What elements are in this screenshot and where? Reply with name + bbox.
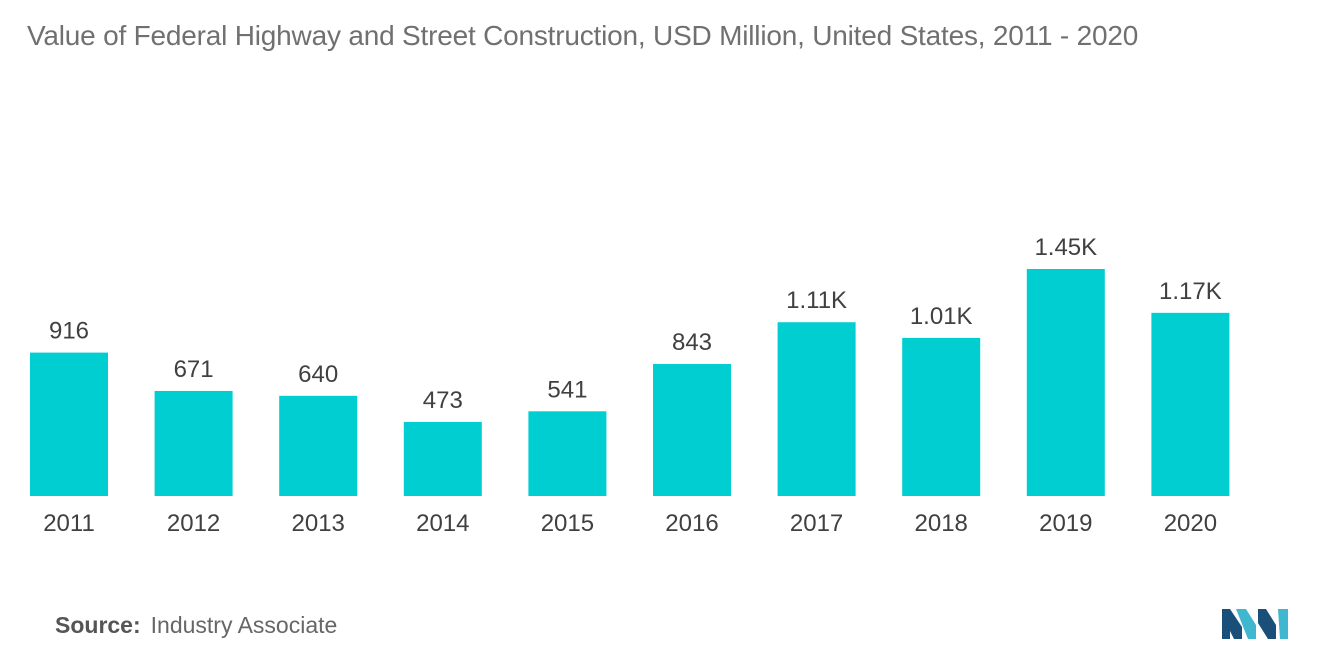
bar-2017 (777, 322, 856, 496)
logo-shape-middle (1236, 609, 1256, 639)
x-tick-label-2018: 2018 (915, 510, 968, 537)
logo-shape-left (1222, 609, 1242, 639)
data-label-2014: 473 (423, 387, 463, 414)
x-tick-label-2019: 2019 (1039, 510, 1092, 537)
x-tick-label-2020: 2020 (1164, 510, 1217, 537)
bar-2014 (403, 421, 482, 496)
data-label-2019: 1.45K (1034, 234, 1097, 261)
data-label-2015: 541 (547, 376, 587, 403)
data-label-2011: 916 (49, 318, 89, 345)
x-tick-label-2011: 2011 (43, 510, 95, 537)
bar-chart: 916 671 640 473 541 843 1.11K 1.01K 1.45K 1.17K 2… (30, 234, 1230, 537)
chart-title: Value of Federal Highway and Street Cons… (27, 20, 1139, 51)
x-tick-label-2015: 2015 (541, 510, 594, 537)
x-axis-tick-labels: 2011 2012 2013 2014 2015 2016 2017 2018 2019 2020 (43, 510, 1217, 537)
bar-2020 (1151, 312, 1230, 496)
bar-2011 (30, 352, 108, 496)
logo-shape-right-b (1278, 609, 1288, 639)
x-tick-label-2013: 2013 (292, 510, 345, 537)
bar-2012 (154, 390, 233, 496)
mordor-intelligence-logo-icon (1222, 609, 1288, 639)
source-note: Source: Industry Associate (55, 612, 337, 639)
data-label-2020: 1.17K (1159, 278, 1222, 305)
bar-2018 (902, 337, 981, 496)
x-tick-label-2016: 2016 (665, 510, 718, 537)
data-label-2012: 671 (174, 356, 214, 383)
bar-2015 (528, 411, 607, 496)
bar-2019 (1026, 269, 1105, 496)
data-label-2016: 843 (672, 329, 712, 356)
logo-shape-right-a (1258, 609, 1276, 639)
x-tick-label-2017: 2017 (790, 510, 843, 537)
data-label-2018: 1.01K (910, 303, 973, 330)
bars-group (30, 269, 1230, 496)
bar-2016 (653, 364, 731, 496)
data-labels-group: 916 671 640 473 541 843 1.11K 1.01K 1.45K 1.17K (49, 234, 1222, 414)
data-label-2013: 640 (298, 361, 338, 388)
source-text: Industry Associate (150, 612, 338, 638)
bar-2013 (279, 395, 358, 496)
x-tick-label-2014: 2014 (416, 510, 469, 537)
data-label-2017: 1.11K (786, 287, 847, 314)
source-label: Source: (55, 612, 141, 638)
x-tick-label-2012: 2012 (167, 510, 220, 537)
